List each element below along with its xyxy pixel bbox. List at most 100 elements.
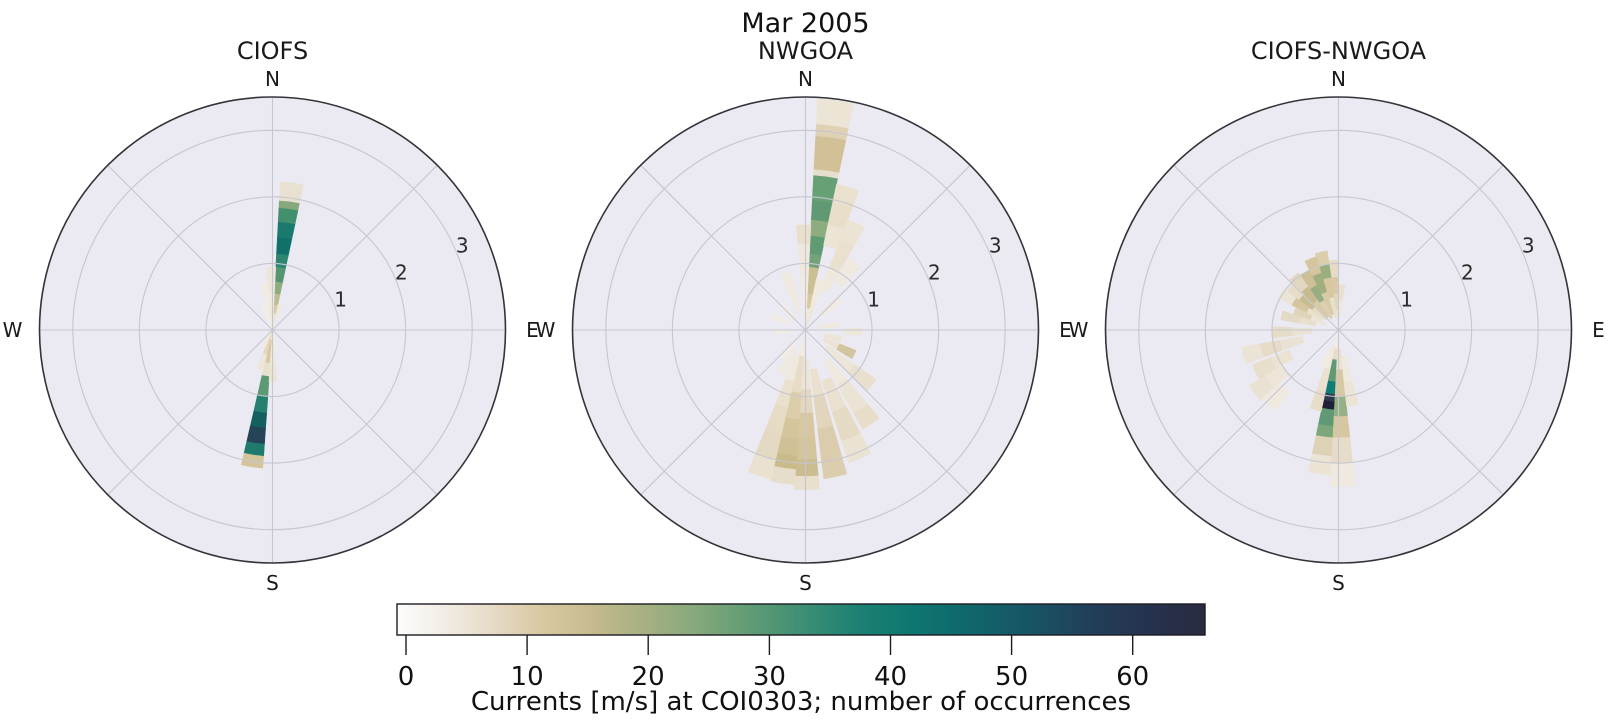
colorbar-tick-label: 60 — [1116, 662, 1149, 692]
rose-petal-segment — [1248, 375, 1275, 401]
radial-tick-label: 2 — [928, 261, 941, 285]
grid-spoke — [805, 164, 971, 331]
rose-petal-segment — [770, 313, 792, 326]
rose-petal-segment — [1280, 310, 1302, 324]
figure-title: Mar 2005 — [741, 8, 870, 39]
rose-petal-segment — [834, 258, 861, 288]
rose-plots-canvas: CIOFSNSEW123NWGOANSEW123CIOFS-NWGOANSEW1… — [3, 37, 1605, 595]
radial-tick-label: 1 — [867, 288, 880, 312]
subplot-title: NWGOA — [758, 37, 854, 65]
subplot-title: CIOFS — [237, 37, 308, 65]
rose-petal-segment — [260, 305, 273, 331]
rose-petal-segment — [823, 333, 842, 343]
rose-petal-segment — [1289, 272, 1309, 293]
rose-petals — [1241, 250, 1359, 487]
rose-petal-segment — [1311, 435, 1334, 457]
rose-petal-segment — [1261, 383, 1290, 412]
cardinal-label-south: S — [799, 571, 812, 595]
rose-petal-segment — [256, 353, 268, 371]
radial-tick-label: 1 — [334, 288, 347, 312]
rose-petal-segment — [816, 98, 854, 129]
rose-petal-segment — [796, 224, 812, 245]
colorbar-tick-label: 10 — [511, 662, 544, 692]
rose-petal-segment — [246, 425, 266, 445]
cardinal-label-east: E — [1059, 318, 1072, 342]
polar-outline — [1104, 96, 1573, 564]
rose-petal-segment — [1343, 381, 1359, 407]
grid-spoke — [107, 164, 273, 331]
rose-petal-segment — [1286, 283, 1305, 301]
rose-petal-segment — [796, 435, 818, 461]
rose-petal-segment — [795, 459, 819, 477]
polar-grid — [39, 97, 506, 563]
rose-petal-segment — [811, 277, 825, 303]
grid-spoke — [1338, 329, 1504, 496]
rose-petal-segment — [797, 412, 816, 437]
grid-spoke — [1173, 164, 1339, 331]
rose-petal-segment — [1241, 343, 1264, 365]
colorbar-tick-label: 40 — [874, 662, 907, 692]
rose-petal-segment — [272, 329, 278, 351]
rose-petal-segment — [241, 452, 264, 469]
rose-petal-segment — [265, 266, 277, 294]
cardinal-label-south: S — [266, 571, 279, 595]
colorbar-label: Currents [m/s] at COI0303; number of occ… — [471, 687, 1131, 717]
colorbar-tick-label: 20 — [632, 662, 665, 692]
polar-grid — [1105, 97, 1572, 563]
radial-tick-label: 2 — [395, 261, 408, 285]
grid-spoke — [272, 329, 438, 496]
rose-petal-segment — [780, 271, 802, 313]
rose-petal-segment — [277, 221, 296, 240]
cardinal-label-north: N — [798, 67, 813, 91]
colorbar: 0 10 20 30 40 50 60 Currents [m/s] at COI0303;… — [396, 603, 1206, 717]
colorbar-tick-label: 0 — [398, 662, 415, 692]
cardinal-label-south: S — [1332, 571, 1345, 595]
radial-tick-label: 1 — [1400, 288, 1413, 312]
cardinal-label-east: E — [526, 318, 539, 342]
rose-petal-segment — [1331, 437, 1353, 464]
subplot-title: CIOFS-NWGOA — [1251, 37, 1427, 65]
rose-petal-segment — [853, 403, 880, 430]
cardinal-label-east: E — [1592, 318, 1605, 342]
rose-petals — [241, 181, 304, 469]
rose-petal-segment — [1330, 462, 1356, 487]
rose-petal-segment — [836, 343, 857, 360]
rose-petal-segment — [277, 207, 299, 225]
rose-petal-segment — [261, 329, 273, 348]
grid-spoke — [107, 329, 273, 496]
colorbar-tick-label: 30 — [753, 662, 786, 692]
rose-petal-segment — [1315, 424, 1334, 438]
cardinal-label-west: W — [3, 318, 23, 342]
rose-petal-segment — [818, 321, 839, 330]
rose-petal-segment — [1304, 256, 1322, 277]
grid-spoke — [640, 164, 806, 331]
cardinal-label-west: W — [536, 318, 556, 342]
rose-petal-segment — [1251, 357, 1277, 380]
rose-petal-segment — [1332, 415, 1351, 439]
colorbar-tick-label: 50 — [995, 662, 1028, 692]
grid-spoke — [1173, 329, 1339, 496]
rose-petal-segment — [794, 475, 820, 491]
rose-petal-segment — [839, 219, 866, 247]
rose-petal-segment — [1308, 453, 1333, 476]
radial-tick-label: 3 — [456, 234, 469, 258]
radial-tick-label: 3 — [989, 234, 1002, 258]
rose-petal-segment — [799, 389, 814, 414]
cardinal-label-west: W — [1069, 318, 1089, 342]
radial-tick-label: 2 — [1461, 261, 1474, 285]
radial-tick-label: 3 — [1522, 234, 1535, 258]
rose-petal-segment — [1320, 347, 1334, 369]
grid-spoke — [1338, 164, 1504, 331]
rose-petal-segment — [777, 346, 798, 376]
polar-grid — [572, 97, 1039, 563]
polar-outline — [38, 96, 507, 564]
rose-petal-segment — [1292, 307, 1313, 321]
cardinal-label-north: N — [265, 67, 280, 91]
cardinal-label-north: N — [1331, 67, 1346, 91]
rose-petal-segment — [770, 465, 796, 485]
grid-spoke — [272, 164, 438, 331]
